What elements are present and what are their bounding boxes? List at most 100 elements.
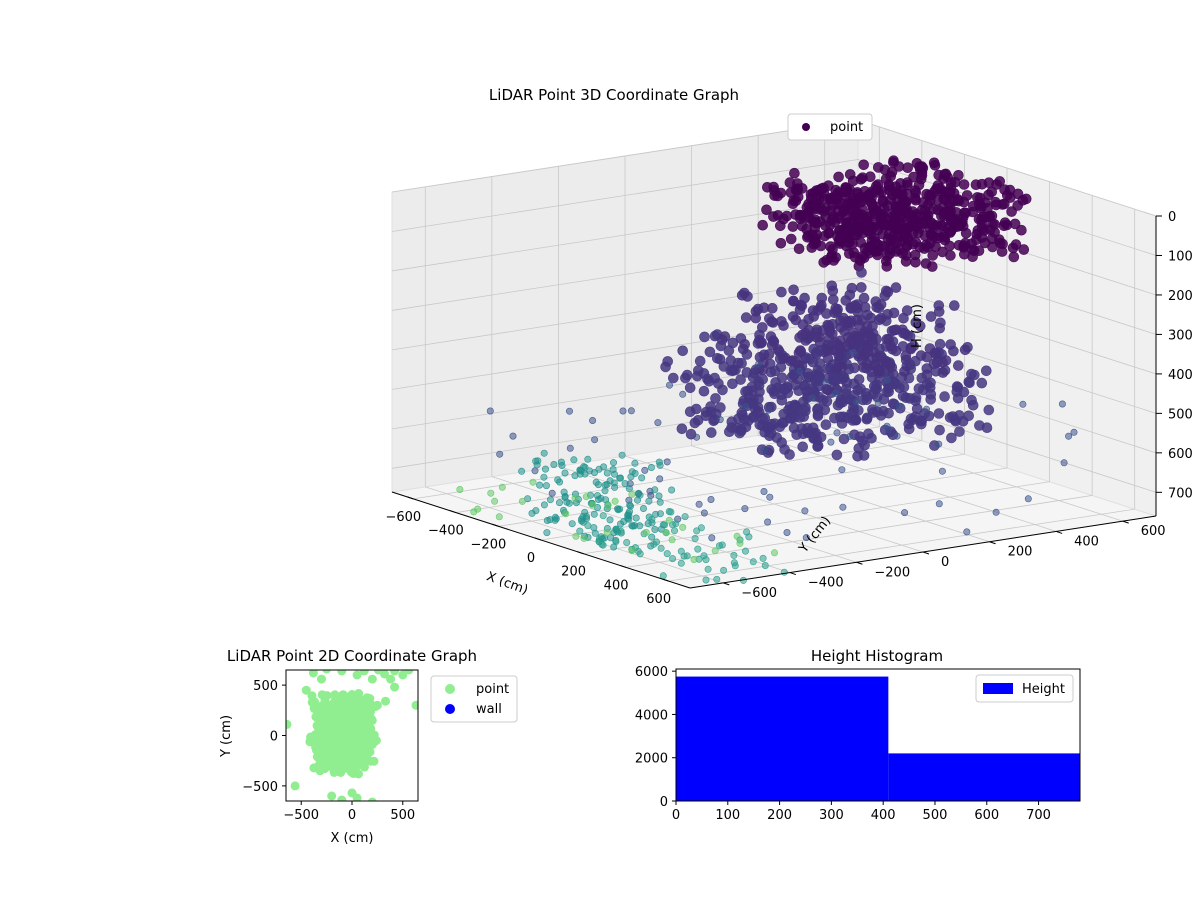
scatter2d-title: LiDAR Point 2D Coordinate Graph: [227, 647, 477, 665]
data-point-3d: [834, 213, 845, 224]
data-point-3d: [1008, 251, 1020, 263]
data-point-3d: [614, 506, 622, 514]
data-point-3d: [625, 507, 633, 515]
data-point-3d: [959, 344, 971, 356]
data-point-3d: [858, 159, 870, 171]
data-point-3d: [944, 201, 956, 213]
data-point-3d: [958, 240, 969, 251]
y-tick-label-3d: 200: [1008, 545, 1033, 560]
data-point-2d: [338, 717, 348, 727]
z-gridline-left: [391, 238, 859, 311]
data-point-3d: [716, 416, 724, 424]
data-point-3d: [822, 384, 834, 396]
data-point-3d: [945, 339, 956, 350]
data-point-3d: [841, 377, 853, 388]
data-point-3d: [884, 426, 892, 434]
z-tick-label-3d: 0: [1168, 210, 1176, 225]
histogram-bar: [676, 676, 889, 801]
data-point-3d: [717, 384, 728, 396]
data-point-3d: [953, 170, 964, 181]
data-point-3d: [801, 507, 809, 515]
x-tick-label-3d: −200: [471, 537, 507, 552]
data-point-3d: [693, 527, 701, 535]
data-point-3d: [628, 490, 636, 498]
data-point-3d: [715, 340, 727, 352]
data-point-3d: [852, 188, 863, 200]
data-point-3d: [883, 376, 891, 384]
x-tick-label-hist: 100: [715, 808, 740, 823]
data-point-3d: [900, 350, 912, 362]
data-point-3d: [888, 157, 899, 168]
data-point-3d: [660, 361, 671, 373]
plot-frame-hist: [675, 668, 1081, 802]
data-point-2d: [339, 739, 349, 749]
data-point-3d: [570, 456, 578, 464]
data-point-3d: [700, 509, 708, 517]
y-tick-label-3d: −400: [808, 576, 844, 591]
data-point-2d: [337, 670, 347, 676]
data-point-3d: [606, 516, 614, 524]
data-point-3d: [844, 169, 856, 180]
data-point-3d: [690, 403, 702, 415]
data-point-2d: [338, 690, 348, 700]
x-tick-label-hist: 400: [871, 808, 896, 823]
x-tick-label-2d: 0: [348, 808, 356, 823]
data-point-2d: [367, 797, 377, 801]
data-point-3d: [733, 532, 741, 540]
data-point-3d: [879, 164, 891, 176]
data-point-3d: [619, 407, 627, 415]
data-point-3d: [616, 474, 624, 482]
x-tick-label-3d: 600: [646, 592, 671, 607]
data-point-3d: [790, 401, 801, 413]
data-point-3d: [652, 510, 660, 518]
data-point-3d: [893, 432, 901, 440]
data-point-3d: [933, 408, 945, 419]
data-point-3d: [860, 332, 872, 344]
y-tick-label-3d: 0: [941, 555, 949, 570]
data-point-3d: [750, 312, 762, 324]
data-point-3d: [621, 480, 629, 488]
data-point-3d: [889, 220, 901, 231]
data-point-3d: [816, 299, 827, 311]
data-point-3d: [727, 337, 739, 349]
data-point-3d: [665, 381, 673, 389]
data-point-3d: [831, 449, 843, 461]
data-point-3d: [612, 538, 620, 546]
data-point-3d: [668, 486, 676, 494]
data-point-3d: [533, 461, 541, 469]
data-point-3d: [796, 423, 808, 434]
data-point-3d: [816, 183, 827, 194]
data-point-3d: [648, 533, 656, 541]
data-point-3d: [1058, 400, 1066, 408]
point-group: [456, 155, 1078, 584]
data-point-2d: [361, 742, 371, 752]
data-point-3d: [703, 375, 715, 387]
data-point-3d: [612, 526, 620, 534]
data-point-3d: [757, 364, 768, 376]
data-point-3d: [899, 328, 911, 339]
data-point-3d: [891, 188, 903, 199]
data-point-3d: [927, 250, 939, 261]
data-point-3d: [611, 483, 619, 491]
data-point-3d: [784, 177, 796, 188]
data-point-3d: [920, 239, 932, 251]
data-point-3d: [953, 220, 965, 232]
data-point-3d: [677, 345, 689, 357]
data-point-3d: [951, 386, 963, 397]
data-point-3d: [708, 534, 716, 542]
data-point-3d: [846, 432, 854, 440]
data-point-3d: [751, 407, 763, 419]
data-point-3d: [576, 527, 584, 535]
data-point-3d: [627, 407, 635, 415]
y-tick-label-3d: −200: [874, 565, 910, 580]
data-point-3d: [561, 469, 569, 477]
data-point-3d: [540, 449, 548, 457]
data-point-3d: [908, 340, 919, 352]
z-tick-label-3d: 200: [1168, 289, 1193, 304]
data-point-3d: [779, 384, 791, 396]
data-point-3d: [899, 366, 910, 377]
data-point-3d: [783, 528, 791, 536]
data-point-2d: [342, 706, 352, 716]
data-point-3d: [812, 440, 824, 452]
legend-swatch-height: [983, 683, 1013, 694]
